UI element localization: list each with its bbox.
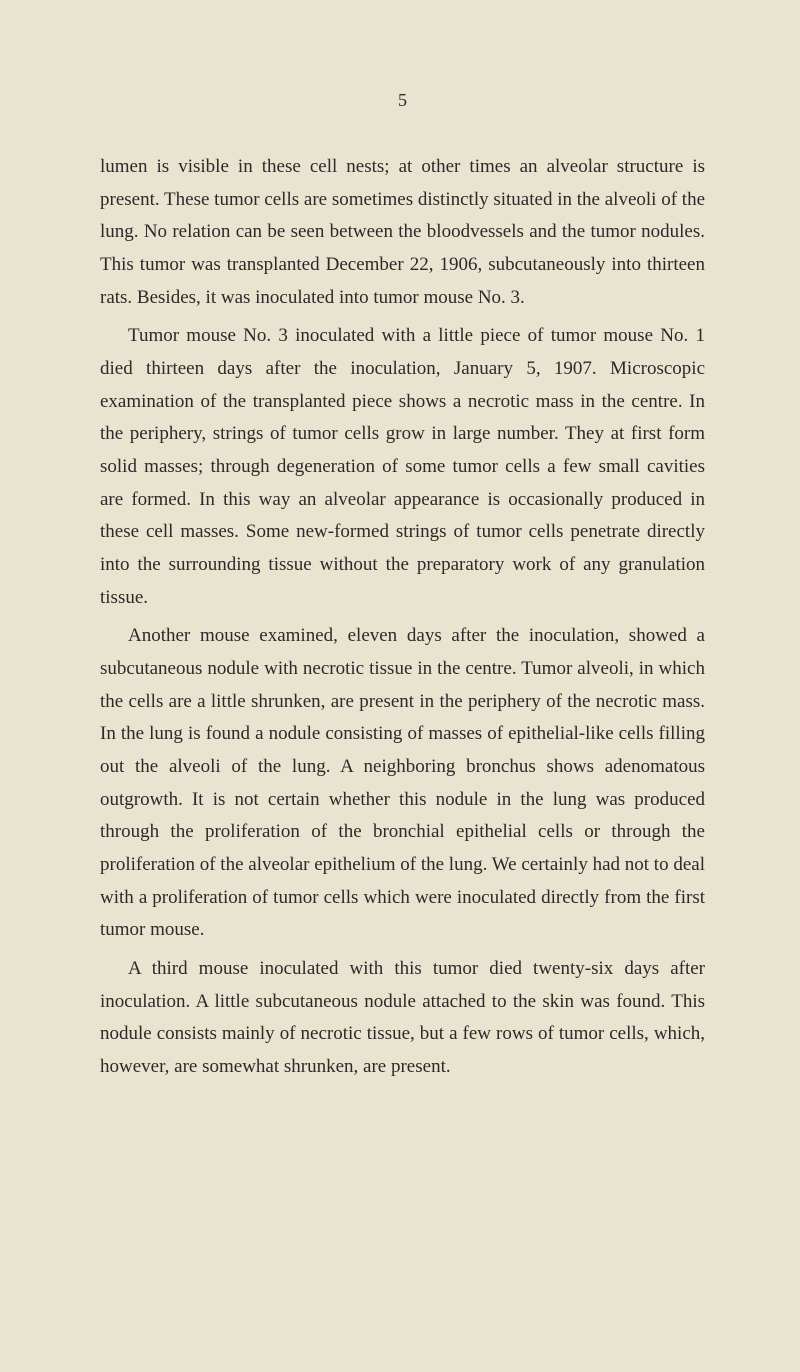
paragraph-1: lumen is visible in these cell nests; at… bbox=[100, 151, 705, 314]
paragraph-3: Another mouse examined, eleven days afte… bbox=[100, 620, 705, 947]
page-number: 5 bbox=[100, 90, 705, 111]
paragraph-2: Tumor mouse No. 3 inoculated with a litt… bbox=[100, 320, 705, 614]
paragraph-4: A third mouse inoculated with this tumor… bbox=[100, 953, 705, 1084]
